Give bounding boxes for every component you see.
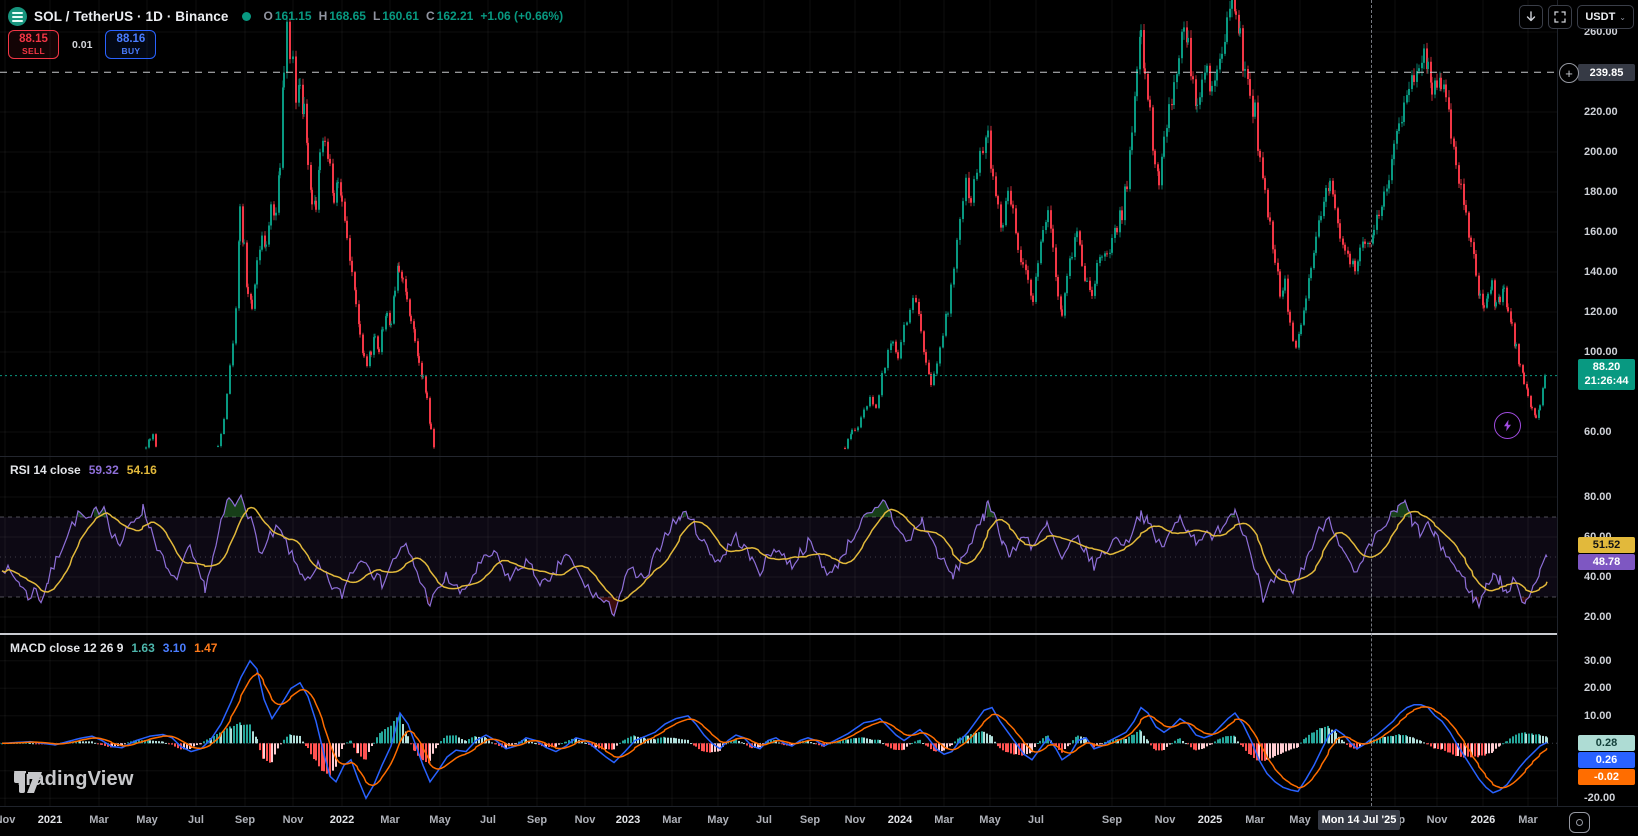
price-tick-label: 260.00 (1584, 26, 1618, 38)
time-tick-month: Sep (526, 814, 548, 826)
macd-line-value: 3.10 (162, 641, 187, 655)
time-tick-year: 2023 (615, 814, 641, 826)
price-tick-label: 220.00 (1584, 106, 1618, 118)
pane-divider-active[interactable] (0, 633, 1557, 635)
time-tick-month: Jul (756, 814, 772, 826)
time-tick-month: Jul (480, 814, 496, 826)
timezone-settings-icon[interactable] (1569, 812, 1590, 833)
macd-pane[interactable] (0, 635, 1557, 806)
time-axis[interactable]: Nov 2021 Mar May Jul Sep Nov 2022 Mar May Jul Sep No… (0, 807, 1638, 836)
macd-tick-label: 10.00 (1584, 709, 1612, 722)
fullscreen-icon[interactable] (1548, 5, 1573, 29)
macd-line-axis-label: 0.26 (1578, 752, 1635, 768)
time-tick-month: Nov (1154, 814, 1176, 826)
time-axis-border (0, 806, 1638, 807)
crosshair-date-label: Mon 14 Jul '25 (1318, 810, 1400, 830)
macd-hist-axis-label: 0.28 (1578, 735, 1635, 751)
rsi-tick-label: 40.00 (1584, 571, 1612, 583)
macd-tick-label: -20.00 (1584, 792, 1616, 805)
time-tick-month: Mar (934, 814, 954, 826)
rsi-ma-value: 54.16 (126, 463, 157, 477)
time-tick-month: May (979, 814, 1001, 826)
time-tick-month: Mar (662, 814, 682, 826)
add-alert-icon[interactable]: + (1559, 63, 1579, 83)
macd-signal-value: 1.47 (194, 641, 218, 655)
price-tick-label: 100.00 (1584, 346, 1618, 358)
rsi-tick-label: 80.00 (1584, 491, 1612, 503)
time-tick-month: Mar (1245, 814, 1265, 826)
rsi-tick-label: 20.00 (1584, 611, 1612, 623)
macd-tick-label: 20.00 (1584, 682, 1612, 695)
time-tick-month: Jul (188, 814, 204, 826)
trade-widget: 88.15 SELL 0.01 88.16 BUY (8, 30, 157, 59)
rsi-value: 59.32 (88, 463, 119, 477)
price-tick-label: 140.00 (1584, 266, 1618, 278)
lightning-icon[interactable] (1494, 412, 1521, 439)
time-tick-month: Sep (1101, 814, 1123, 826)
time-tick-month: Nov (574, 814, 596, 826)
price-axis-border (1557, 0, 1558, 806)
last-price-label[interactable]: 88.20 21:26:44 (1578, 359, 1635, 390)
macd-signal-axis-label: -0.02 (1578, 769, 1635, 785)
solana-coin-icon (8, 6, 27, 26)
chart-toolbar: USDT ⌄ (1519, 5, 1634, 29)
alert-price-label[interactable]: 239.85 (1578, 64, 1635, 81)
rsi-legend[interactable]: RSI 14 close 59.32 54.16 (10, 463, 157, 477)
time-tick-year: 2024 (887, 814, 913, 826)
buy-button[interactable]: 88.16 BUY (105, 30, 157, 59)
symbol-title[interactable]: SOL / TetherUS · 1D · Binance (34, 8, 229, 24)
time-tick-month: Sep (234, 814, 256, 826)
time-tick-year: 2025 (1197, 814, 1223, 826)
rsi-axis-label: 48.78 (1578, 554, 1635, 570)
price-tick-label: 200.00 (1584, 146, 1618, 158)
change-readout: +1.06 (+0.66%) (480, 9, 564, 23)
time-tick-month: Mar (1518, 814, 1538, 826)
ohlc-readout: O 161.15 H 168.65 L 160.61 C 162.21 +1.06 (+… (263, 9, 564, 23)
bar-countdown: 21:26:44 (1584, 374, 1629, 387)
time-tick-month: Sep (799, 814, 821, 826)
time-tick-month: May (1289, 814, 1311, 826)
time-tick-month: Nov (282, 814, 304, 826)
price-tick-label: 60.00 (1584, 426, 1612, 438)
time-tick-year: 2021 (37, 814, 63, 826)
time-tick-month: Mar (380, 814, 400, 826)
macd-hist-value: 1.63 (131, 641, 155, 655)
time-tick-month: May (136, 814, 158, 826)
time-tick-month: May (429, 814, 451, 826)
sell-button[interactable]: 88.15 SELL (8, 30, 59, 59)
price-tick-label: 120.00 (1584, 306, 1618, 318)
time-tick-month: May (707, 814, 729, 826)
macd-tick-label: 30.00 (1584, 654, 1612, 667)
rsi-ma-axis-label: 51.52 (1578, 537, 1635, 553)
macd-legend[interactable]: MACD close 12 26 9 1.63 3.10 1.47 (10, 641, 218, 655)
time-tick-year: 2026 (1470, 814, 1496, 826)
price-tick-label: 160.00 (1584, 226, 1618, 238)
price-tick-label: 180.00 (1584, 186, 1618, 198)
chevron-down-icon: ⌄ (1619, 12, 1626, 22)
tradingview-mark (14, 771, 42, 793)
tradingview-logo[interactable]: TradingView (14, 768, 134, 793)
time-tick-month: Nov (1426, 814, 1448, 826)
rsi-pane[interactable] (0, 457, 1557, 633)
currency-dropdown[interactable]: USDT ⌄ (1577, 5, 1634, 29)
time-tick-month: Jul (1028, 814, 1044, 826)
time-tick-month: Nov (0, 814, 16, 826)
time-tick-month: Mar (89, 814, 109, 826)
time-tick-month: Nov (844, 814, 866, 826)
crosshair-vertical-line (1371, 0, 1372, 806)
price-chart-pane[interactable] (0, 0, 1557, 457)
scroll-to-recent-icon[interactable] (1519, 5, 1544, 29)
market-status-dot[interactable] (241, 11, 251, 21)
time-tick-year: 2022 (329, 814, 355, 826)
pane-divider[interactable] (0, 456, 1557, 457)
spread-value: 0.01 (72, 38, 93, 51)
